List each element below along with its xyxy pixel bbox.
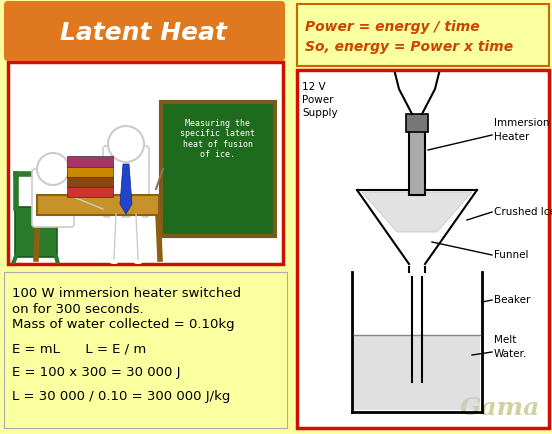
Text: on for 300 seconds.: on for 300 seconds. [12, 303, 144, 316]
FancyBboxPatch shape [4, 1, 285, 61]
Circle shape [108, 126, 144, 162]
FancyBboxPatch shape [32, 169, 74, 227]
FancyBboxPatch shape [297, 4, 549, 66]
FancyBboxPatch shape [67, 185, 114, 197]
Text: Power = energy / time: Power = energy / time [305, 20, 480, 34]
FancyBboxPatch shape [67, 165, 114, 177]
FancyBboxPatch shape [15, 207, 57, 257]
Text: Mass of water collected = 0.10kg: Mass of water collected = 0.10kg [12, 318, 235, 331]
Polygon shape [362, 192, 472, 232]
Text: 100 W immersion heater switched: 100 W immersion heater switched [12, 287, 241, 300]
Text: L = 30 000 / 0.10 = 300 000 J/kg: L = 30 000 / 0.10 = 300 000 J/kg [12, 390, 230, 403]
Circle shape [37, 153, 69, 185]
FancyBboxPatch shape [37, 195, 159, 215]
Text: Gama: Gama [460, 396, 540, 420]
Text: Funnel: Funnel [494, 250, 528, 260]
Text: Latent Heat: Latent Heat [61, 21, 227, 45]
FancyBboxPatch shape [406, 114, 428, 132]
FancyBboxPatch shape [67, 175, 114, 187]
Text: Beaker: Beaker [494, 295, 530, 305]
FancyBboxPatch shape [409, 120, 425, 195]
FancyBboxPatch shape [103, 146, 149, 217]
Polygon shape [120, 164, 132, 214]
Text: E = 100 x 300 = 30 000 J: E = 100 x 300 = 30 000 J [12, 366, 181, 379]
Polygon shape [354, 335, 480, 410]
FancyBboxPatch shape [297, 70, 549, 428]
Text: Measuring the
specific latent
heat of fusion
of ice.: Measuring the specific latent heat of fu… [181, 119, 256, 159]
Text: E = mL      L = E / m: E = mL L = E / m [12, 343, 146, 356]
FancyBboxPatch shape [161, 102, 275, 236]
Text: Melt
Water.: Melt Water. [494, 335, 527, 358]
Text: Immersion
Heater: Immersion Heater [494, 118, 549, 141]
Text: Crushed Ice: Crushed Ice [494, 207, 552, 217]
Text: 12 V
Power
Supply: 12 V Power Supply [302, 82, 338, 118]
Text: So, energy = Power x time: So, energy = Power x time [305, 40, 513, 54]
FancyBboxPatch shape [67, 155, 114, 167]
FancyBboxPatch shape [4, 272, 287, 428]
FancyBboxPatch shape [8, 62, 283, 264]
